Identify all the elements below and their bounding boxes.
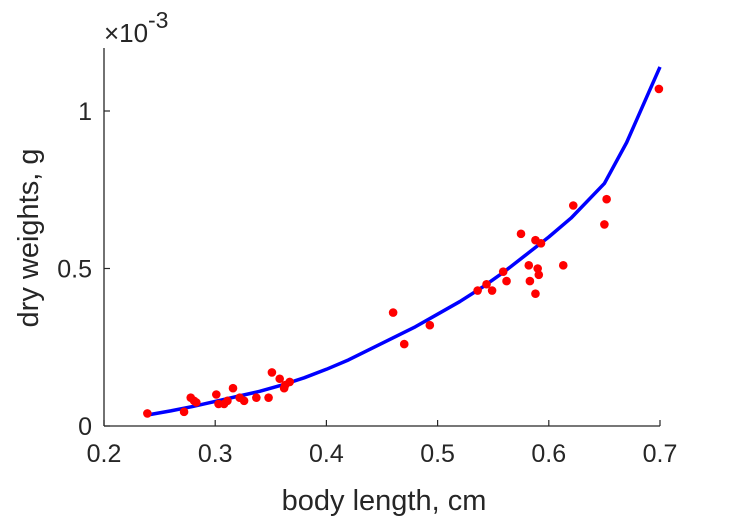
data-point — [179, 407, 189, 417]
data-point — [212, 390, 221, 399]
data-point — [525, 276, 535, 286]
data-point — [558, 261, 568, 270]
axes — [103, 48, 660, 427]
data-point — [223, 396, 232, 406]
x-tick-label: 0.5 — [420, 440, 455, 468]
x-tick-label: 0.6 — [531, 440, 566, 468]
data-point — [228, 383, 238, 393]
data-point — [143, 409, 152, 418]
data-point — [388, 308, 398, 317]
data-point — [399, 339, 409, 349]
y-axis-multiplier: ×10 -3 — [104, 7, 168, 48]
data-point — [275, 374, 284, 384]
plot-area — [143, 66, 664, 418]
data-point — [264, 393, 273, 402]
x-tick-label: 0.2 — [87, 440, 122, 468]
x-tick-label: 0.7 — [643, 440, 678, 468]
y-tick-label: 1 — [78, 98, 92, 126]
data-point — [267, 368, 277, 377]
data-point — [285, 377, 295, 387]
tick-labels: 0.2 0.3 0.4 0.5 0.6 0.7 0 0.5 1 — [57, 98, 677, 468]
data-point — [531, 289, 540, 299]
y-multiplier-exponent: -3 — [148, 7, 168, 33]
data-point — [602, 194, 611, 204]
x-tick-label: 0.4 — [309, 440, 344, 468]
data-point — [239, 396, 249, 406]
data-point — [191, 398, 201, 407]
y-tick-label: 0.5 — [57, 256, 92, 284]
y-axis-title: dry weights, g — [13, 149, 45, 328]
x-tick-label: 0.3 — [198, 440, 233, 468]
data-point — [568, 201, 578, 210]
data-point — [498, 267, 508, 276]
data-point — [534, 270, 544, 280]
data-point — [487, 286, 497, 295]
y-tick-label: 0 — [78, 413, 92, 441]
data-point — [482, 279, 491, 289]
data-point — [654, 84, 664, 94]
data-point — [536, 239, 546, 248]
fit-curve-line — [147, 66, 662, 417]
data-point — [502, 276, 511, 286]
data-point — [252, 393, 261, 402]
x-axis-title: body length, cm — [282, 485, 487, 517]
data-point — [425, 320, 435, 330]
data-point — [473, 286, 482, 295]
data-point — [516, 229, 526, 239]
data-point — [524, 261, 534, 270]
y-multiplier-base: ×10 — [104, 18, 148, 48]
data-point — [600, 220, 609, 229]
